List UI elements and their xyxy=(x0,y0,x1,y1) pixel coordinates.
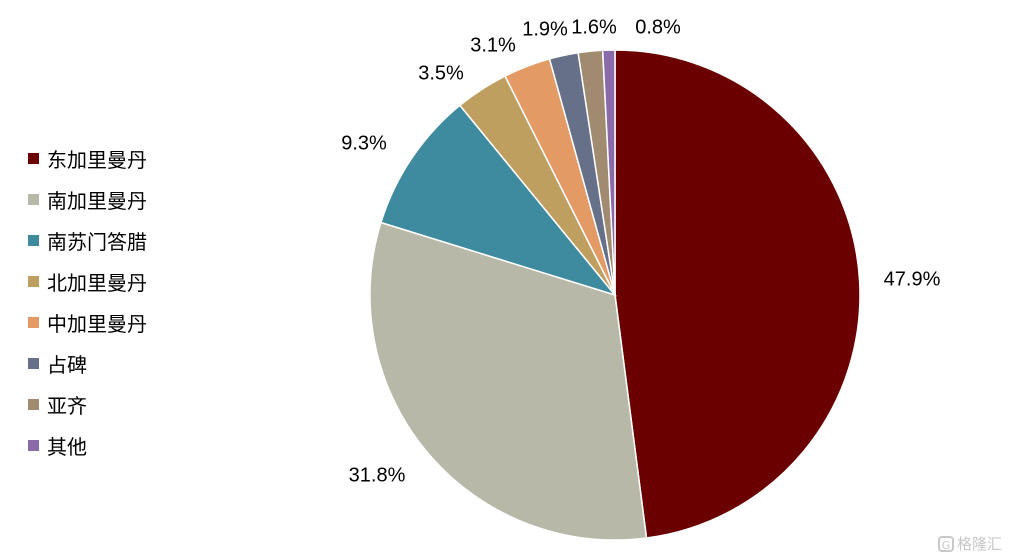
legend-swatch xyxy=(28,276,39,287)
legend-label: 东加里曼丹 xyxy=(47,148,147,172)
legend-label: 中加里曼丹 xyxy=(47,312,147,336)
pie-slice-0 xyxy=(614,49,861,539)
slice-label-3: 3.5% xyxy=(418,62,464,84)
slice-label-2: 9.3% xyxy=(341,132,387,154)
legend-item-0: 东加里曼丹 xyxy=(28,138,147,179)
legend-swatch xyxy=(28,399,39,410)
legend-item-7: 其他 xyxy=(28,425,147,466)
pie-slices xyxy=(369,49,861,541)
legend-swatch xyxy=(28,235,39,246)
pie-slice-7 xyxy=(601,49,616,296)
legend-item-1: 南加里曼丹 xyxy=(28,179,147,220)
legend-item-2: 南苏门答腊 xyxy=(28,220,147,261)
legend-item-4: 中加里曼丹 xyxy=(28,302,147,343)
legend-item-3: 北加里曼丹 xyxy=(28,261,147,302)
legend-item-5: 占碑 xyxy=(28,343,147,384)
legend-label: 南加里曼丹 xyxy=(47,189,147,213)
watermark: G 格隆汇 xyxy=(937,533,1002,554)
slice-label-6: 1.6% xyxy=(571,16,617,38)
legend-label: 北加里曼丹 xyxy=(47,271,147,295)
slice-label-0: 47.9% xyxy=(884,268,941,290)
legend-item-6: 亚齐 xyxy=(28,384,147,425)
g-logo-icon: G xyxy=(937,535,954,552)
legend-label: 占碑 xyxy=(47,353,87,377)
legend-label: 南苏门答腊 xyxy=(47,230,147,254)
pie-slice-1 xyxy=(369,221,648,541)
legend-swatch xyxy=(28,194,39,205)
legend-swatch xyxy=(28,440,39,451)
slice-label-7: 0.8% xyxy=(635,16,681,38)
legend-swatch xyxy=(28,317,39,328)
legend-label: 其他 xyxy=(47,435,87,459)
pie-slice-2 xyxy=(380,104,618,297)
legend-label: 亚齐 xyxy=(47,394,87,418)
legend: 东加里曼丹南加里曼丹南苏门答腊北加里曼丹中加里曼丹占碑亚齐其他 xyxy=(28,138,147,466)
watermark-text: 格隆汇 xyxy=(956,535,1002,553)
slice-label-4: 3.1% xyxy=(470,34,516,56)
pie-labels: 47.9% 31.8% 9.3% 3.5% 3.1% 1.9% 1.6% 0.8% xyxy=(341,16,940,486)
legend-swatch xyxy=(28,153,39,164)
slice-label-1: 31.8% xyxy=(349,464,406,486)
slice-label-5: 1.9% xyxy=(522,18,568,40)
legend-swatch xyxy=(28,358,39,369)
